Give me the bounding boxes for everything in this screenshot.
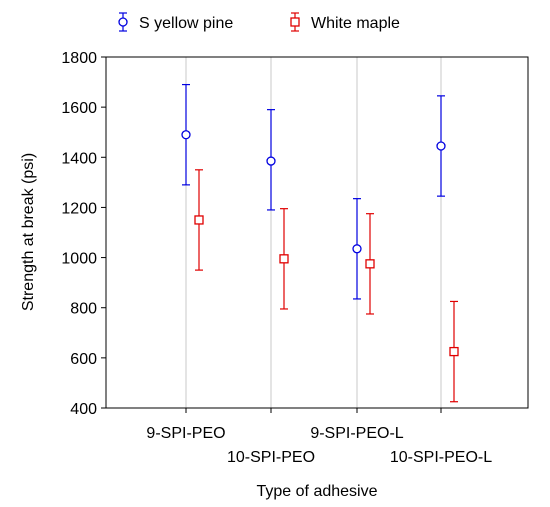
y-tick-label-600: 600 [70, 351, 97, 368]
y-tick-label-1600: 1600 [61, 100, 97, 117]
y-tick-label-1000: 1000 [61, 251, 97, 268]
series-1 [181, 83, 446, 300]
point-1-3 [352, 244, 362, 254]
grid-lines [185, 57, 442, 408]
point-1-1 [181, 130, 191, 140]
point-1-4 [436, 141, 446, 151]
plot-frame [105, 56, 529, 409]
point-2-3 [365, 259, 375, 269]
point-2-2 [279, 254, 289, 264]
legend-label-1: S yellow pine [139, 15, 233, 32]
point-2-1 [194, 215, 204, 225]
series-2 [194, 169, 459, 403]
y-tick-label-1800: 1800 [61, 50, 97, 67]
y-tick-label-400: 400 [70, 401, 97, 418]
y-tick-label-1200: 1200 [61, 200, 97, 217]
x-tick-label-4: 10-SPI-PEO-L [390, 449, 492, 466]
y-axis-title: Strength at break (psi) [20, 153, 37, 311]
legend: S yellow pine White maple [118, 12, 400, 32]
x-tick-label-2: 10-SPI-PEO [227, 449, 315, 466]
y-axis: 400 600 800 1000 1200 1400 1600 1800 [61, 50, 106, 418]
x-axis-title: Type of adhesive [257, 483, 378, 500]
legend-marker-1 [118, 17, 128, 27]
y-tick-label-1400: 1400 [61, 150, 97, 167]
legend-item-2: White maple [290, 12, 400, 32]
y-tick-label-800: 800 [70, 301, 97, 318]
point-2-4 [449, 346, 459, 357]
x-tick-label-3: 9-SPI-PEO-L [310, 425, 403, 442]
series-layer [181, 83, 459, 403]
x-tick-label-1: 9-SPI-PEO [146, 425, 225, 442]
legend-label-2: White maple [311, 15, 400, 32]
legend-item-1: S yellow pine [118, 12, 233, 32]
point-1-2 [266, 156, 276, 166]
legend-marker-2 [290, 17, 300, 27]
